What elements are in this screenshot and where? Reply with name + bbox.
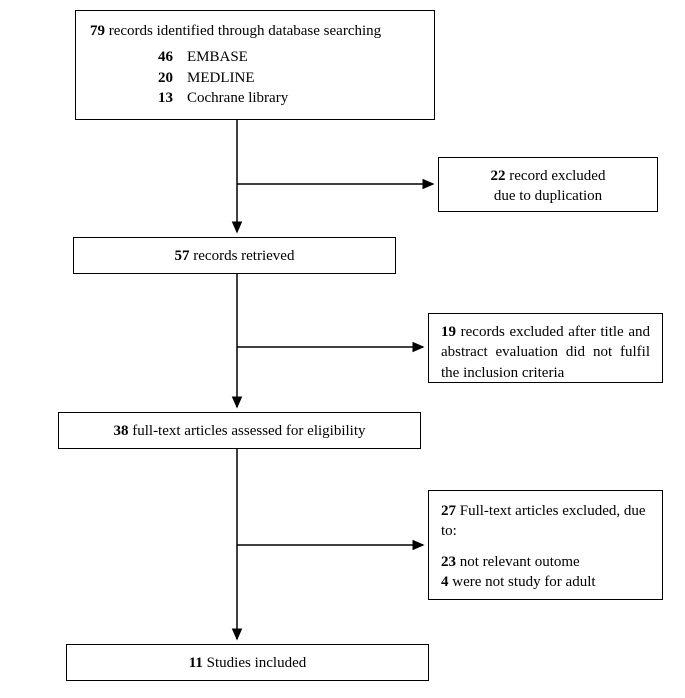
- box-fulltext-assessed: 38 full-text articles assessed for eligi…: [58, 412, 421, 449]
- source-row: 20 MEDLINE: [158, 68, 302, 88]
- box-identified-title: 79 records identified through database s…: [90, 21, 420, 41]
- line1: 22 record excluded: [449, 166, 647, 186]
- reason-row: 4 were not study for adult: [441, 572, 650, 592]
- label: records excluded after title and abstrac…: [441, 324, 650, 381]
- count: 4: [441, 574, 449, 590]
- side-box-duplication: 22 record excluded due to duplication: [438, 157, 658, 212]
- label: MEDLINE: [187, 68, 302, 88]
- count: 20: [158, 68, 187, 88]
- count: 23: [441, 554, 456, 570]
- side-box-title-abstract: 19 records excluded after title and abst…: [428, 313, 663, 383]
- label: full-text articles assessed for eligibil…: [128, 423, 365, 439]
- label: Cochrane library: [187, 88, 302, 108]
- box-identified: 79 records identified through database s…: [75, 10, 435, 120]
- label: Full-text articles excluded, due to:: [441, 503, 646, 539]
- label: records retrieved: [190, 248, 295, 264]
- source-list: 46 EMBASE 20 MEDLINE 13 Cochrane library: [90, 41, 302, 108]
- count: 11: [189, 655, 203, 671]
- header: 27 Full-text articles excluded, due to:: [441, 501, 650, 542]
- box-retrieved: 57 records retrieved: [73, 237, 396, 274]
- count: 57: [175, 248, 190, 264]
- reason-row: 23 not relevant outome: [441, 552, 650, 572]
- line2: due to duplication: [449, 186, 647, 206]
- count: 13: [158, 88, 187, 108]
- side-box-fulltext-excluded: 27 Full-text articles excluded, due to: …: [428, 490, 663, 600]
- label: records identified through database sear…: [105, 23, 381, 39]
- label: were not study for adult: [449, 574, 596, 590]
- label: not relevant outome: [456, 554, 580, 570]
- label: EMBASE: [187, 47, 302, 67]
- count: 38: [113, 423, 128, 439]
- box-included: 11 Studies included: [66, 644, 429, 681]
- source-row: 46 EMBASE: [158, 47, 302, 67]
- count: 22: [491, 168, 506, 184]
- count: 79: [90, 23, 105, 39]
- label: record excluded: [506, 168, 606, 184]
- count: 27: [441, 503, 456, 519]
- count: 46: [158, 47, 187, 67]
- label: Studies included: [203, 655, 306, 671]
- source-row: 13 Cochrane library: [158, 88, 302, 108]
- prisma-flowchart: 79 records identified through database s…: [0, 0, 685, 698]
- count: 19: [441, 324, 456, 340]
